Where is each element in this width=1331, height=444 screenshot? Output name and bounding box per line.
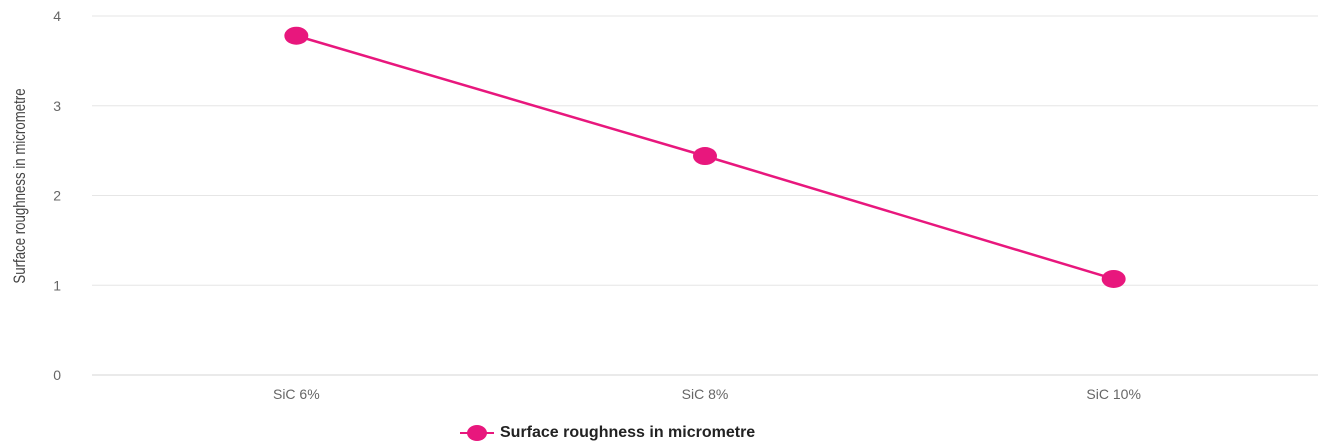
y-tick-label: 0 <box>53 367 61 383</box>
x-tick-label: SiC 8% <box>682 386 729 402</box>
x-tick-label: SiC 10% <box>1086 386 1140 402</box>
data-point[interactable] <box>284 26 309 45</box>
y-tick-labels: 0 1 2 3 4 <box>53 8 61 383</box>
legend-marker-icon <box>460 425 494 441</box>
y-tick-label: 3 <box>53 98 61 114</box>
data-point[interactable] <box>1101 269 1126 288</box>
series-layer <box>284 26 1126 288</box>
y-tick-label: 4 <box>53 8 61 24</box>
legend[interactable]: Surface roughness in micrometre <box>460 424 755 442</box>
y-axis-title: Surface roughness in micrometre <box>11 88 30 283</box>
y-tick-label: 2 <box>53 188 61 204</box>
grid-lines <box>92 15 1318 376</box>
x-tick-labels: SiC 6% SiC 8% SiC 10% <box>273 386 1141 402</box>
data-point[interactable] <box>693 147 717 166</box>
x-tick-label: SiC 6% <box>273 386 320 402</box>
y-tick-label: 1 <box>53 277 61 293</box>
legend-dot <box>467 425 487 441</box>
legend-label: Surface roughness in micrometre <box>500 424 756 441</box>
